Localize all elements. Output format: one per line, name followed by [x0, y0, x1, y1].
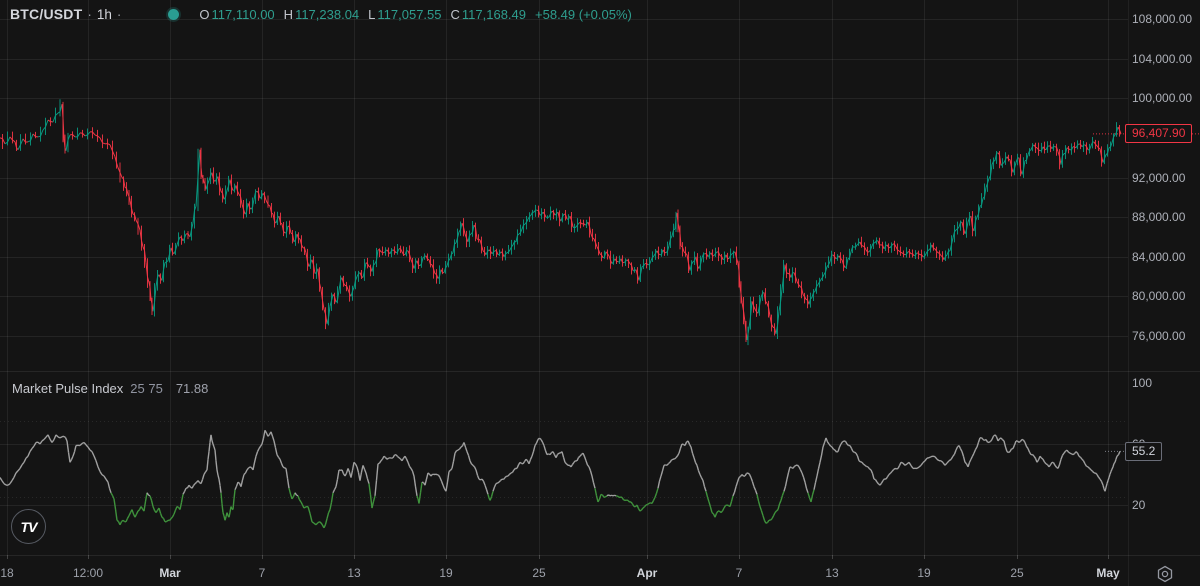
high-label: H	[283, 6, 294, 22]
symbol-legend: BTC/USDT · 1h · O 117,110.00 H 117,238.0…	[10, 6, 632, 22]
price-tick-label: 80,000.00	[1132, 289, 1186, 304]
price-tick-label: 76,000.00	[1132, 329, 1186, 343]
indicator-params: 25 75	[130, 381, 163, 396]
change-value: +58.49 (+0.05%)	[535, 6, 632, 22]
low-value: 117,057.55	[377, 6, 442, 22]
price-tick-label: 108,000.00	[1132, 12, 1193, 26]
legend-separator: ·	[87, 6, 92, 22]
time-tick-label: 18	[0, 566, 14, 580]
time-tick-label: 19	[917, 566, 931, 580]
timezone-settings-icon[interactable]	[1156, 565, 1174, 583]
open-label: O	[199, 6, 210, 22]
time-tick-label: 7	[258, 566, 266, 580]
tradingview-logo[interactable]: TV	[11, 509, 46, 544]
indicator-title[interactable]: Market Pulse Index	[12, 381, 124, 396]
time-tick-label: Mar	[159, 566, 181, 580]
market-status-icon[interactable]	[168, 8, 180, 20]
high-value: 117,238.04	[295, 6, 360, 22]
price-tick-label: 88,000.00	[1132, 210, 1186, 225]
time-tick-label: 13	[825, 566, 839, 580]
tradingview-logo-glyph: TV	[20, 518, 38, 535]
timeframe-selector[interactable]: 1h	[96, 6, 112, 22]
time-tick-label: 13	[347, 566, 361, 580]
price-tick-label: 84,000.00	[1132, 249, 1186, 264]
time-tick-label: 25	[1010, 566, 1024, 580]
close-value: 117,168.49	[461, 6, 527, 22]
symbol-name[interactable]: BTC/USDT	[10, 6, 83, 22]
indicator-tick-label: 100	[1132, 376, 1153, 390]
last-price-badge: 96,407.90	[1125, 124, 1193, 144]
indicator-value: 71.88	[175, 381, 209, 396]
time-tick-label: Apr	[636, 566, 658, 580]
time-tick-label: 25	[532, 566, 546, 580]
time-tick-label: 7	[735, 566, 743, 580]
time-tick-label: 12:00	[72, 566, 104, 580]
time-tick-label: May	[1096, 566, 1120, 580]
price-tick-label: 100,000.00	[1132, 91, 1193, 106]
indicator-tick-label: 20	[1132, 498, 1146, 512]
legend-separator-2: ·	[116, 6, 122, 22]
price-tick-label: 104,000.00	[1132, 51, 1193, 66]
price-tick-label: 92,000.00	[1132, 170, 1186, 185]
indicator-legend: Market Pulse Index 25 75 71.88	[12, 381, 208, 396]
ohlc-values: O 117,110.00 H 117,238.04 L 117,057.55 C…	[199, 7, 631, 22]
indicator-last-value-badge: 55.2	[1125, 441, 1163, 461]
low-label: L	[368, 6, 376, 22]
open-value: 117,110.00	[211, 6, 275, 22]
time-tick-label: 19	[439, 566, 453, 580]
close-label: C	[450, 6, 460, 22]
